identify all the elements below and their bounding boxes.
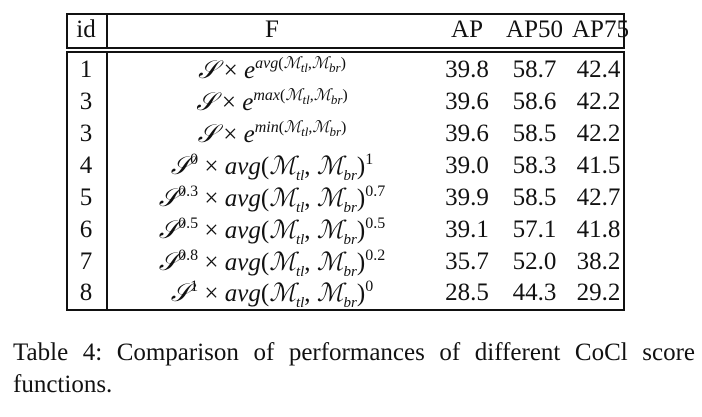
row1-ap75: 42.4 bbox=[576, 56, 621, 83]
exp-base: e bbox=[244, 57, 256, 84]
row2-id: 3 bbox=[79, 88, 93, 115]
left-rule-header bbox=[66, 13, 68, 48]
header-f: F bbox=[265, 16, 279, 43]
row1-ap50: 58.7 bbox=[512, 56, 557, 83]
header-double-rule bbox=[66, 51, 625, 53]
row6-ap50: 57.1 bbox=[512, 216, 557, 243]
row4-ap: 39.0 bbox=[445, 152, 489, 179]
row3-ap: 39.6 bbox=[445, 120, 489, 147]
row5-ap: 39.9 bbox=[445, 184, 489, 211]
row3-ap50: 58.5 bbox=[512, 120, 557, 147]
row3-ap75: 42.2 bbox=[576, 120, 621, 147]
score-symbol: 𝒮 bbox=[198, 55, 218, 84]
row2-formula: 𝒮 × emax(ℳtl,ℳbr) bbox=[196, 85, 348, 117]
row1-id: 1 bbox=[79, 56, 93, 83]
id-divider-body bbox=[106, 51, 108, 311]
row2-ap75: 42.2 bbox=[576, 88, 621, 115]
row4-ap50: 58.3 bbox=[512, 152, 557, 179]
row2-ap: 39.6 bbox=[445, 88, 489, 115]
row4-id: 4 bbox=[79, 152, 93, 179]
table-caption: Table 4: Comparison of performances of d… bbox=[13, 339, 695, 398]
row8-ap: 28.5 bbox=[445, 279, 489, 306]
row7-id: 7 bbox=[79, 248, 93, 275]
table-bottom-rule bbox=[66, 309, 625, 311]
header-bottom-rule bbox=[66, 47, 625, 49]
table-top-rule bbox=[66, 13, 625, 15]
row7-ap: 35.7 bbox=[445, 248, 489, 275]
row7-ap50: 52.0 bbox=[512, 248, 557, 275]
row4-formula: 𝒮0 × avg(ℳtl, ℳbr)1 bbox=[170, 151, 374, 184]
header-ap75: AP75 bbox=[572, 16, 629, 43]
results-table: id F AP AP50 AP75 1 𝒮 × eavg(ℳtl,ℳbr) 39… bbox=[66, 13, 629, 311]
row6-formula: 𝒮0.5 × avg(ℳtl, ℳbr)0.5 bbox=[158, 215, 386, 248]
right-rule-body bbox=[623, 51, 625, 311]
left-rule-body bbox=[66, 51, 68, 311]
header-ap50: AP50 bbox=[506, 16, 563, 43]
row5-ap75: 42.7 bbox=[576, 184, 621, 211]
id-divider-header bbox=[106, 13, 108, 48]
row7-ap75: 38.2 bbox=[576, 248, 621, 275]
row8-ap75: 29.2 bbox=[576, 279, 621, 306]
row5-id: 5 bbox=[79, 184, 93, 211]
times-symbol: × bbox=[223, 57, 238, 84]
header-ap: AP bbox=[451, 16, 483, 43]
right-rule-header bbox=[623, 13, 625, 48]
row8-ap50: 44.3 bbox=[512, 279, 557, 306]
row5-formula: 𝒮0.3 × avg(ℳtl, ℳbr)0.7 bbox=[158, 183, 386, 216]
header-id: id bbox=[76, 16, 96, 43]
row1-ap: 39.8 bbox=[445, 56, 489, 83]
row3-formula: 𝒮 × emin(ℳtl,ℳbr) bbox=[197, 117, 347, 149]
row4-ap75: 41.5 bbox=[576, 152, 621, 179]
row1-formula: 𝒮 × eavg(ℳtl,ℳbr) bbox=[198, 53, 346, 85]
row3-id: 3 bbox=[79, 120, 93, 147]
row8-formula: 𝒮1 × avg(ℳtl, ℳbr)0 bbox=[170, 278, 374, 311]
row6-ap75: 41.8 bbox=[576, 216, 621, 243]
row5-ap50: 58.5 bbox=[512, 184, 557, 211]
row8-id: 8 bbox=[79, 279, 93, 306]
row7-formula: 𝒮0.8 × avg(ℳtl, ℳbr)0.2 bbox=[158, 247, 386, 280]
row6-id: 6 bbox=[79, 216, 93, 243]
row2-ap50: 58.6 bbox=[512, 88, 557, 115]
row6-ap: 39.1 bbox=[445, 216, 489, 243]
